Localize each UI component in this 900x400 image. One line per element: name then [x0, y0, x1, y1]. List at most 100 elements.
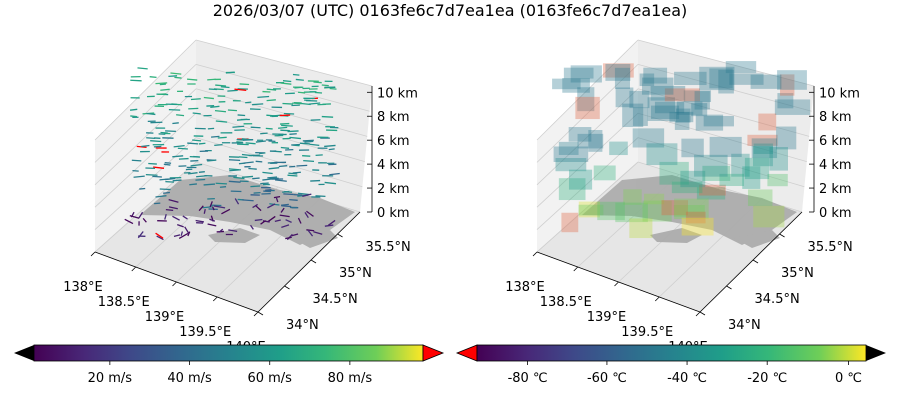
- y-tick: [752, 259, 759, 264]
- wind-arrow: [168, 75, 178, 78]
- temperature-voxel: [561, 212, 579, 233]
- temperature-voxel: [644, 193, 665, 205]
- wind-arrow: [234, 88, 247, 91]
- temperature-voxel: [685, 211, 706, 224]
- wind-arrow: [252, 203, 258, 209]
- grid-line: [536, 112, 639, 208]
- wind-arrow: [168, 206, 178, 210]
- wind-arrow: [203, 183, 216, 186]
- wind-arrow: [232, 125, 245, 128]
- wind-arrow: [265, 189, 272, 191]
- wind-arrow: [310, 179, 321, 182]
- wind-arrow: [283, 193, 294, 196]
- wind-arrow: [186, 78, 198, 81]
- wind-colorbar-extend-high: [422, 344, 445, 362]
- grid-line: [94, 112, 197, 208]
- y-tick: [310, 259, 317, 264]
- temperature-voxel: [680, 170, 706, 188]
- wind-arrow: [195, 178, 206, 181]
- wind-arrow: [195, 219, 204, 223]
- wind-arrow: [193, 155, 201, 158]
- temperature-voxel: [747, 189, 773, 207]
- wind-arrow: [146, 112, 156, 116]
- wind-arrow: [292, 171, 301, 174]
- temperature-voxel: [578, 201, 601, 218]
- wind-arrow: [184, 226, 190, 234]
- wind-arrow: [285, 219, 292, 223]
- temperature-voxel: [769, 147, 788, 171]
- wind-arrow: [150, 140, 162, 143]
- temperature-voxel: [650, 105, 680, 120]
- temperature-voxel: [568, 169, 593, 190]
- wind-arrow: [163, 163, 171, 166]
- wind-arrow: [292, 102, 302, 105]
- grid-line: [637, 64, 812, 112]
- colorbar-tick-label: -80 ℃: [508, 371, 548, 386]
- wind-arrow: [306, 210, 314, 217]
- wind-arrow: [137, 231, 144, 239]
- temperature-voxel: [588, 129, 603, 152]
- wind-arrow: [303, 159, 315, 162]
- wind-arrow: [250, 185, 261, 188]
- wind-arrow: [242, 199, 254, 202]
- wind-arrow: [215, 84, 227, 87]
- temperature-voxel: [558, 141, 579, 155]
- wind-arrow: [164, 161, 172, 164]
- wind-arrow: [164, 177, 176, 181]
- temperature-voxel: [629, 90, 650, 109]
- wind-arrow: [324, 144, 336, 148]
- wind-arrow: [291, 233, 299, 237]
- wind-arrow: [307, 229, 314, 237]
- wind-arrow: [239, 83, 250, 86]
- back-pane: [638, 40, 814, 212]
- wind-arrow: [138, 211, 144, 219]
- wind-arrow: [211, 206, 215, 211]
- wind-arrow: [329, 172, 340, 176]
- x-tick: [532, 251, 538, 257]
- wind-arrow: [289, 199, 298, 201]
- grid: [536, 39, 815, 313]
- z-tick-label: 4 km: [377, 158, 410, 173]
- wind-arrow: [172, 215, 180, 221]
- temperature-voxel: [731, 153, 750, 177]
- wind-arrow: [137, 67, 148, 70]
- temperature-voxel: [555, 157, 587, 172]
- wind-arrow: [328, 148, 335, 151]
- wind-arrow: [283, 112, 295, 115]
- wind-arrow: [241, 175, 254, 178]
- temperature-voxel: [694, 154, 728, 177]
- wind-arrow: [192, 112, 201, 115]
- wind-arrow: [219, 186, 227, 188]
- temperature-voxel: [681, 217, 714, 236]
- z-tick-label: 10 km: [819, 86, 860, 101]
- wind-arrow: [217, 136, 227, 139]
- wind-arrow: [262, 178, 274, 181]
- wind-arrow: [267, 176, 278, 179]
- temperature-voxel: [703, 115, 734, 127]
- wind-arrow: [254, 204, 262, 212]
- wind-arrow: [302, 139, 314, 142]
- wind-arrow: [148, 162, 157, 165]
- wind-arrow: [267, 215, 276, 223]
- temperature-voxel: [683, 90, 712, 103]
- wind-arrow: [291, 143, 300, 146]
- wind-arrow: [228, 159, 241, 162]
- temperature-voxel: [767, 173, 788, 187]
- grid-line: [536, 161, 639, 253]
- wind-arrow: [214, 143, 223, 147]
- temperature-voxel: [646, 143, 678, 166]
- wind-colorbar-gradient: [33, 344, 424, 362]
- wind-arrow: [275, 197, 279, 203]
- wind-arrow: [165, 180, 175, 183]
- left-pane: [537, 40, 638, 252]
- temperature-voxel: [691, 103, 708, 117]
- wind-arrow: [155, 195, 167, 198]
- wind-arrow: [141, 144, 150, 148]
- wind-arrow: [255, 160, 263, 163]
- z-tick-label: 4 km: [819, 158, 852, 173]
- grid-line: [94, 39, 197, 141]
- grid-line: [637, 112, 807, 162]
- land-shape: [140, 175, 355, 245]
- temperature-voxel: [695, 114, 724, 131]
